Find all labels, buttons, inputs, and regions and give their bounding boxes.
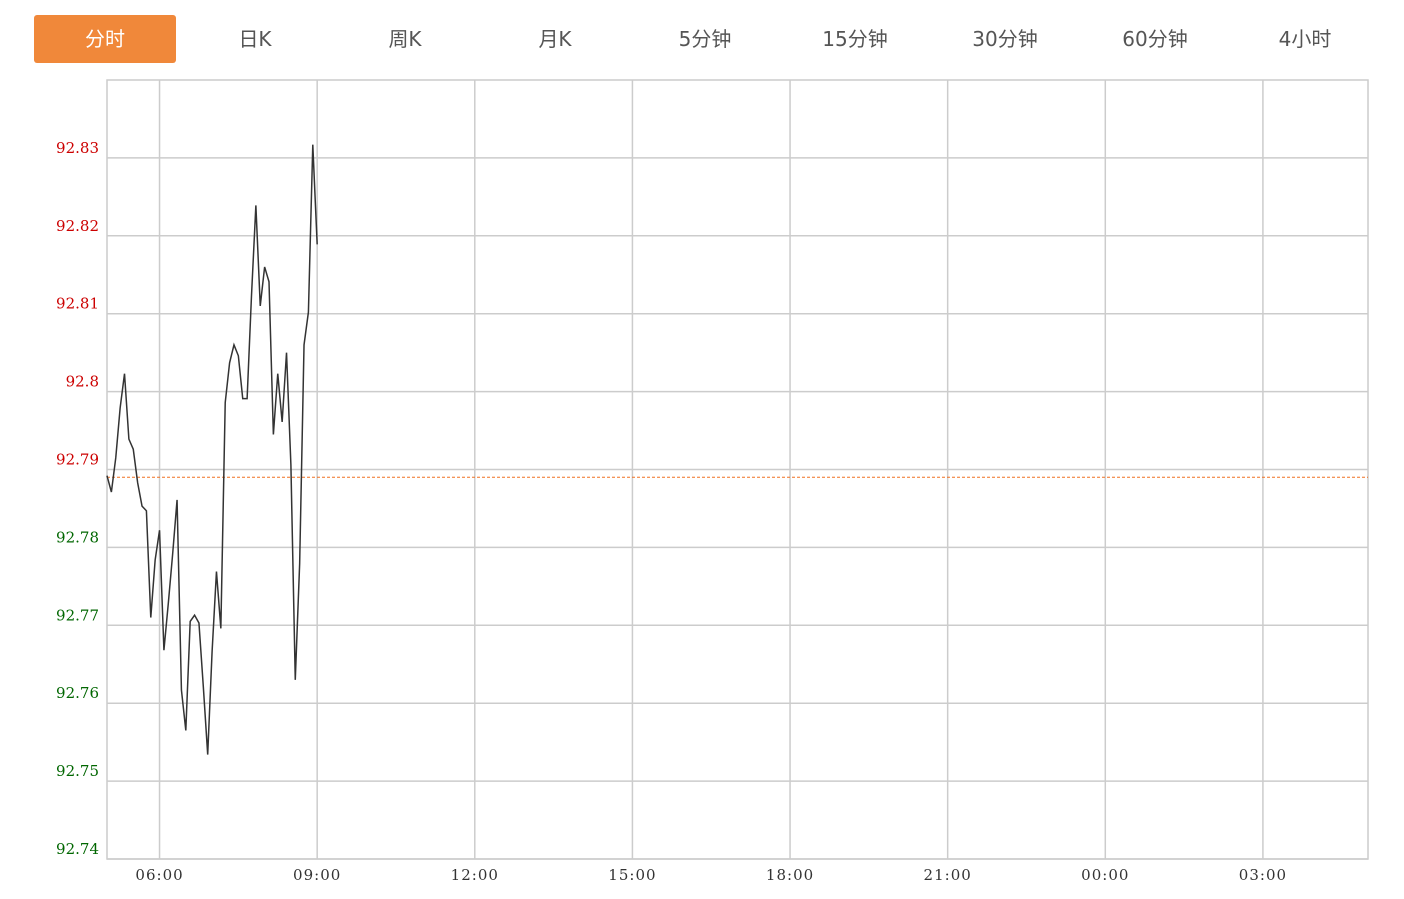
y-tick-label: 92.77 <box>56 606 99 624</box>
y-tick-label: 92.82 <box>56 217 99 235</box>
x-tick-label: 00:00 <box>1081 866 1129 884</box>
tab[interactable]: 分时 <box>34 15 176 63</box>
y-tick-label: 92.75 <box>56 762 99 780</box>
y-tick-label: 92.76 <box>56 684 99 702</box>
x-tick-label: 12:00 <box>451 866 499 884</box>
x-tick-label: 09:00 <box>293 866 341 884</box>
y-tick-label: 92.81 <box>56 295 99 313</box>
tab[interactable]: 4小时 <box>1278 27 1332 51</box>
x-tick-label: 21:00 <box>924 866 972 884</box>
y-tick-label: 92.78 <box>56 528 99 546</box>
tab[interactable]: 30分钟 <box>972 27 1038 51</box>
y-tick-label: 92.74 <box>56 840 99 858</box>
y-tick-label: 92.79 <box>56 451 99 469</box>
tab-bar: 分时 日K 周K 月K 5分钟 15分钟 30分钟 60分钟 4小时 <box>0 0 1404 70</box>
tab[interactable]: 15分钟 <box>822 27 888 51</box>
y-tick-label: 92.83 <box>56 139 99 157</box>
tab[interactable]: 日K <box>238 27 272 51</box>
price-line <box>106 144 318 755</box>
tab[interactable]: 60分钟 <box>1122 27 1188 51</box>
x-tick-label: 03:00 <box>1239 866 1287 884</box>
y-tick-label: 92.8 <box>66 373 99 391</box>
x-tick-label: 06:00 <box>135 866 183 884</box>
tab[interactable]: 月K <box>538 27 572 51</box>
x-tick-label: 15:00 <box>608 866 656 884</box>
tab[interactable]: 周K <box>388 27 422 51</box>
x-tick-label: 18:00 <box>766 866 814 884</box>
tab[interactable]: 5分钟 <box>678 27 732 51</box>
